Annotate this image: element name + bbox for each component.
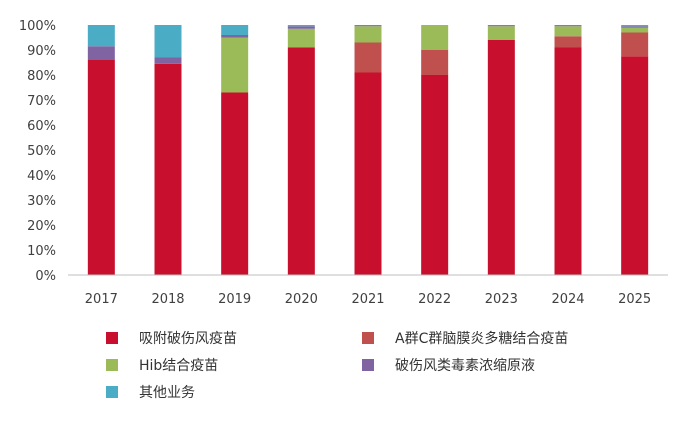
bar-segment (221, 37, 249, 93)
legend-swatch (362, 359, 374, 371)
bar-segment (621, 27, 649, 33)
bars-area (87, 25, 649, 275)
bar-segment (421, 25, 449, 50)
x-tick-label: 2017 (85, 292, 118, 307)
y-tick-label: 10% (27, 244, 56, 259)
x-axis: 2017 2018 2019 2020 2021 2022 2023 2024 2025 (85, 292, 651, 307)
y-tick-label: 0% (35, 269, 56, 284)
bar-segment (621, 56, 649, 275)
legend-swatch (106, 359, 118, 371)
bar-segment (87, 46, 115, 60)
x-tick-label: 2019 (218, 292, 251, 307)
bar-segment (287, 26, 315, 29)
y-tick-label: 100% (19, 19, 56, 34)
bar-segment (354, 25, 382, 26)
legend-label: 其他业务 (139, 385, 195, 401)
bar-segment (154, 57, 182, 64)
bar-segment (421, 50, 449, 75)
bar-segment (221, 25, 249, 35)
y-tick-label: 30% (27, 194, 56, 209)
bar-segment (87, 60, 115, 275)
legend-swatch (106, 332, 118, 344)
y-tick-label: 40% (27, 169, 56, 184)
bar-segment (554, 36, 582, 48)
bar-segment (554, 47, 582, 275)
bar-segment (621, 26, 649, 28)
bar-segment (354, 72, 382, 275)
y-tick-label: 70% (27, 94, 56, 109)
bar-segment (621, 25, 649, 27)
x-tick-label: 2018 (151, 292, 184, 307)
y-tick-label: 20% (27, 219, 56, 234)
x-tick-label: 2021 (351, 292, 384, 307)
y-tick-label: 80% (27, 69, 56, 84)
bar-segment (354, 25, 382, 27)
bar-segment (487, 40, 515, 275)
x-tick-label: 2023 (485, 292, 518, 307)
x-tick-label: 2025 (618, 292, 651, 307)
bar-segment (487, 25, 515, 26)
bar-segment (487, 25, 515, 27)
bar-segment (354, 42, 382, 73)
bar-segment (554, 25, 582, 27)
bar-segment (621, 32, 649, 57)
bar-segment (287, 47, 315, 275)
legend: 吸附破伤风疫苗 A群C群脑膜炎多糖结合疫苗 Hib结合疫苗 破伤风类毒素浓缩原液其他业… (106, 330, 568, 401)
bar-segment (87, 25, 115, 47)
bar-segment (221, 92, 249, 275)
bar-segment (221, 35, 249, 38)
x-tick-label: 2022 (418, 292, 451, 307)
y-axis: 0% 10% 20% 30% 40% 50% 60% 70% 80% 90% 100% (19, 19, 56, 284)
y-tick-label: 90% (27, 44, 56, 59)
x-tick-label: 2020 (285, 292, 318, 307)
y-tick-label: 50% (27, 144, 56, 159)
legend-label: 吸附破伤风疫苗 (139, 331, 237, 347)
bar-segment (421, 75, 449, 275)
bar-segment (487, 26, 515, 40)
bar-segment (287, 28, 315, 48)
bar-segment (154, 63, 182, 275)
bar-segment (287, 25, 315, 27)
legend-label: Hib结合疫苗 (139, 358, 218, 374)
bar-segment (554, 26, 582, 37)
y-tick-label: 60% (27, 119, 56, 134)
legend-swatch (362, 332, 374, 344)
bar-segment (154, 25, 182, 58)
bar-segment (554, 25, 582, 26)
bar-segment (354, 26, 382, 43)
legend-swatch (106, 386, 118, 398)
legend-label: A群C群脑膜炎多糖结合疫苗 (395, 330, 568, 347)
x-tick-label: 2024 (551, 292, 584, 307)
legend-label: 破伤风类毒素浓缩原液 (395, 358, 535, 374)
